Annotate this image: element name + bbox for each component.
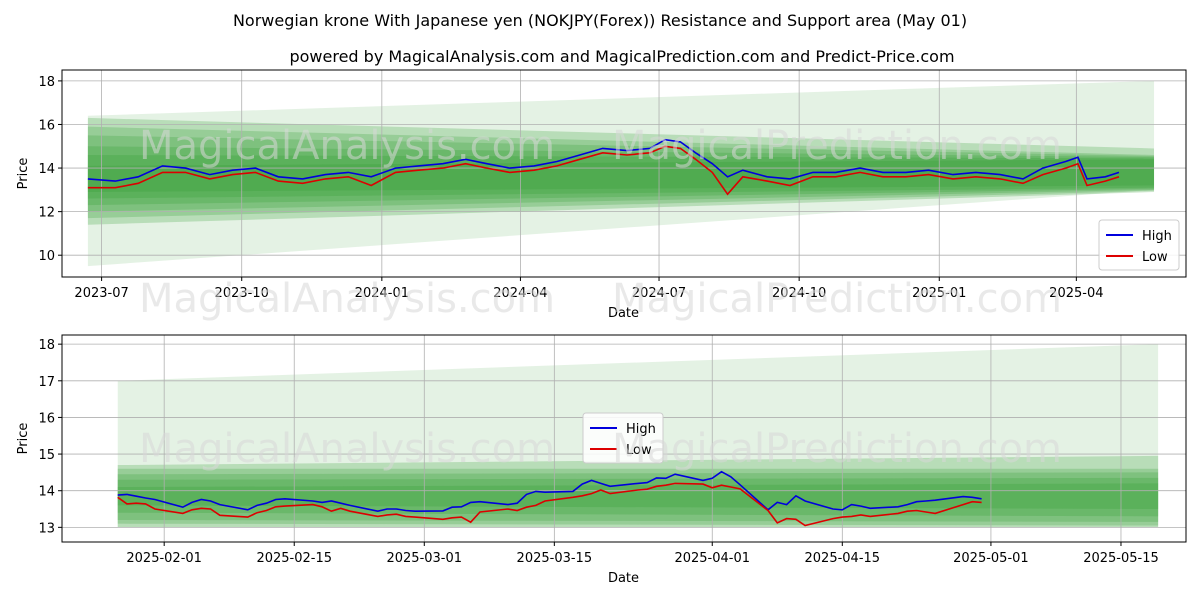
top-x-tick-label: 2023-10: [215, 286, 269, 301]
bottom-x-tick-label: 2025-02-01: [126, 551, 202, 566]
bottom-x-tick-label: 2025-03-15: [517, 551, 593, 566]
top-band-group: [87, 80, 1155, 267]
top-x-tick-label: 2023-07: [74, 286, 128, 301]
bottom-chart-panel: 13 14 15 16 17 18 2025-02-01 2025-02-15 2025-03-…: [16, 334, 1187, 586]
bottom-y-tick-label: 14: [38, 485, 55, 500]
top-y-tick-label: 14: [38, 162, 55, 177]
top-band-5: [87, 154, 1155, 199]
watermark-mid-right: MagicalPrediction.com: [612, 276, 1062, 322]
bottom-legend: High Low: [582, 412, 664, 464]
bottom-band-5: [117, 483, 1159, 510]
top-plot-frame: [61, 69, 1187, 278]
bottom-y-tick-label: 16: [38, 411, 55, 426]
bottom-x-tick-label: 2025-05-01: [953, 551, 1029, 566]
top-x-tick-label: 2025-01: [912, 286, 966, 301]
bottom-band-1: [117, 455, 1159, 528]
bottom-x-tick-label: 2025-04-15: [805, 551, 881, 566]
bottom-y-tick-label: 18: [38, 338, 55, 353]
watermark-layer: MagicalAnalysis.com MagicalPrediction.co…: [139, 123, 1062, 472]
top-y-axis-label: Price: [16, 158, 31, 190]
bottom-band-3: [117, 472, 1159, 522]
chart-title: Norwegian krone With Japanese yen (NOKJP…: [233, 11, 967, 30]
top-band-6: [87, 159, 1155, 193]
top-x-tick-label: 2024-04: [493, 286, 547, 301]
chart-subtitle: powered by MagicalAnalysis.com and Magic…: [289, 47, 954, 66]
top-y-tick-label: 12: [38, 206, 55, 221]
top-band-3: [87, 135, 1155, 212]
bottom-x-axis-label: Date: [608, 571, 639, 586]
watermark-top-right: MagicalPrediction.com: [612, 123, 1062, 169]
top-band-0: [87, 80, 1155, 267]
bottom-series-low-line: [117, 482, 982, 527]
top-band-1: [87, 117, 1155, 225]
bottom-band-group: [117, 344, 1159, 528]
bottom-series-high-line: [117, 470, 982, 513]
watermark-bottom-right: MagicalPrediction.com: [612, 426, 1062, 472]
bottom-legend-label-low: Low: [626, 443, 652, 458]
top-y-tick-label: 16: [38, 118, 55, 133]
top-chart-panel: 10 12 14 16 18 2023-07 2023-10 2024-01 2024-04 20…: [16, 69, 1187, 321]
bottom-x-tick-label: 2025-02-15: [256, 551, 332, 566]
top-legend-box: [1098, 219, 1180, 271]
top-band-2: [87, 126, 1155, 219]
top-x-tick-label: 2024-01: [355, 286, 409, 301]
bottom-x-tick-label: 2025-05-15: [1083, 551, 1159, 566]
top-series-low-line: [87, 145, 1120, 196]
top-x-tick-label: 2024-10: [772, 286, 826, 301]
bottom-legend-box: [582, 412, 664, 464]
watermark-mid-left: MagicalAnalysis.com: [139, 276, 555, 322]
top-x-axis-label: Date: [608, 306, 639, 321]
bottom-y-tick-label: 13: [38, 521, 55, 536]
bottom-x-tick-label: 2025-03-01: [386, 551, 462, 566]
top-legend: High Low: [1098, 219, 1180, 271]
watermark-bottom-left: MagicalAnalysis.com: [139, 426, 555, 472]
bottom-y-axis-label: Price: [16, 423, 31, 455]
bottom-y-tick-label: 15: [38, 448, 55, 463]
bottom-plot-frame: [61, 334, 1187, 543]
top-x-tick-label: 2024-07: [632, 286, 686, 301]
top-x-tick-label: 2025-04: [1049, 286, 1103, 301]
top-band-4: [87, 146, 1155, 206]
bottom-y-tick-label: 17: [38, 375, 55, 390]
top-legend-label-low: Low: [1142, 250, 1168, 265]
top-y-tick-label: 18: [38, 75, 55, 90]
top-legend-label-high: High: [1142, 229, 1172, 244]
top-y-tick-label: 10: [38, 249, 55, 264]
watermark-top-left: MagicalAnalysis.com: [139, 123, 555, 169]
bottom-legend-label-high: High: [626, 422, 656, 437]
top-series-high-line: [87, 138, 1120, 182]
bottom-x-tick-label: 2025-04-01: [674, 551, 750, 566]
